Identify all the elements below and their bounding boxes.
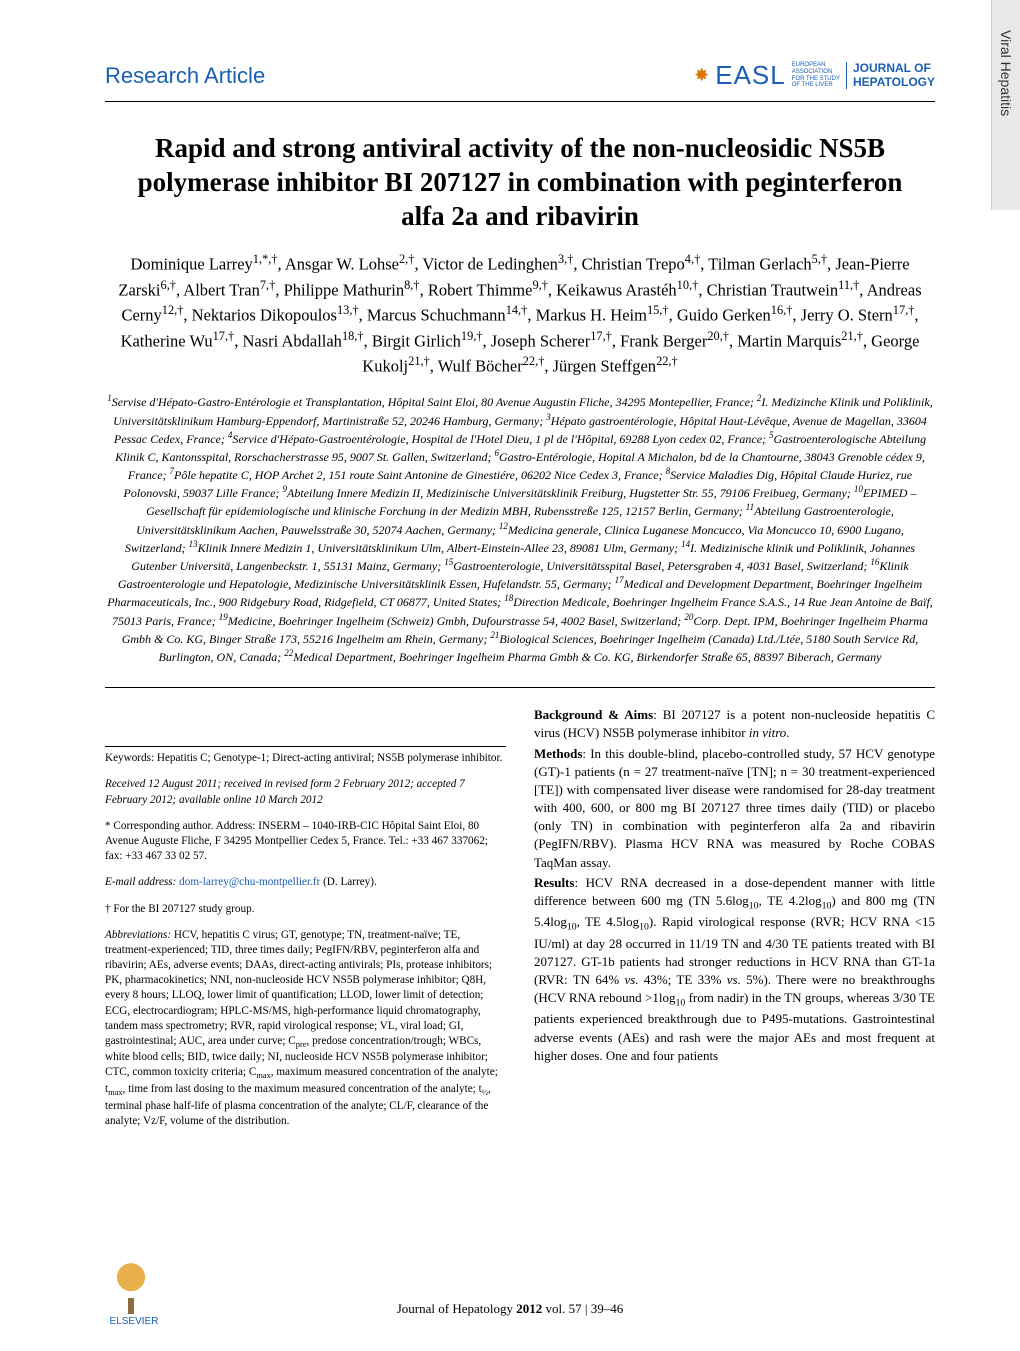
footnote-rule bbox=[105, 746, 506, 747]
side-tab: Viral Hepatitis bbox=[991, 0, 1020, 210]
page: Viral Hepatitis Research Article ✸ EASL … bbox=[0, 0, 1020, 1351]
abbreviations: Abbreviations: HCV, hepatitis C virus; G… bbox=[105, 928, 506, 1129]
email-line: E-mail address: dom-larrey@chu-montpelli… bbox=[105, 875, 506, 890]
easl-logo-text: EASL bbox=[715, 60, 786, 91]
header-row: Research Article ✸ EASL EUROPEAN ASSOCIA… bbox=[105, 60, 935, 91]
authors-list: Dominique Larrey1,*,†, Ansgar W. Lohse2,… bbox=[115, 251, 925, 378]
methods: Methods: In this double-blind, placebo-c… bbox=[534, 745, 935, 872]
logo-dots-icon: ✸ bbox=[694, 65, 709, 86]
elsevier-text: ELSEVIER bbox=[105, 1316, 163, 1327]
article-title: Rapid and strong antiviral activity of t… bbox=[135, 132, 905, 233]
journal-logo: ✸ EASL EUROPEAN ASSOCIATION FOR THE STUD… bbox=[694, 60, 935, 91]
received-dates: Received 12 August 2011; received in rev… bbox=[105, 777, 506, 807]
section-label: Research Article bbox=[105, 63, 265, 89]
affiliations-list: 1Servise d'Hépato-Gastro-Entérologie et … bbox=[105, 392, 935, 665]
left-column: Keywords: Hepatitis C; Genotype-1; Direc… bbox=[105, 706, 506, 1140]
header-rule bbox=[105, 101, 935, 102]
background-aims: Background & Aims: BI 207127 is a potent… bbox=[534, 706, 935, 742]
keywords: Keywords: Hepatitis C; Genotype-1; Direc… bbox=[105, 751, 506, 766]
study-group-note: † For the BI 207127 study group. bbox=[105, 902, 506, 917]
results: Results: HCV RNA decreased in a dose-dep… bbox=[534, 874, 935, 1065]
journal-name: JOURNAL OF HEPATOLOGY bbox=[846, 62, 935, 88]
email-link[interactable]: dom-larrey@chu-montpellier.fr bbox=[179, 876, 320, 888]
two-column-layout: Keywords: Hepatitis C; Genotype-1; Direc… bbox=[105, 706, 935, 1140]
right-column: Background & Aims: BI 207127 is a potent… bbox=[534, 706, 935, 1140]
separator-rule bbox=[105, 687, 935, 688]
corresponding-author: * Corresponding author. Address: INSERM … bbox=[105, 819, 506, 864]
elsevier-logo: ELSEVIER bbox=[105, 1262, 163, 1327]
footer-citation: Journal of Hepatology 2012 vol. 57 | 39–… bbox=[0, 1301, 1020, 1317]
easl-subtext: EUROPEAN ASSOCIATION FOR THE STUDY OF TH… bbox=[792, 62, 840, 88]
side-tab-label: Viral Hepatitis bbox=[998, 30, 1014, 116]
